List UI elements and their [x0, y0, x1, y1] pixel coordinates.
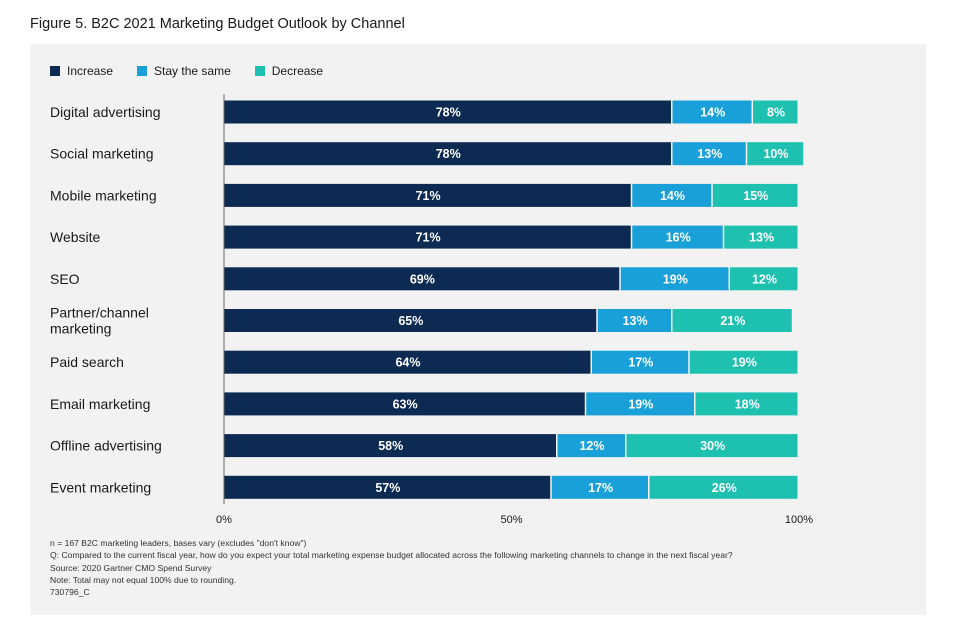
category-label-partner-channel-marketing: Partner/channel marketing [50, 305, 149, 337]
category-label-paid-search: Paid search [50, 354, 124, 370]
note-code: 730796_C [50, 587, 90, 598]
legend-label-stay-the-same: Stay the same [154, 64, 231, 78]
bar-social-marketing-increase [224, 142, 671, 166]
legend-item-decrease: Decrease [254, 64, 324, 78]
bar-mobile-marketing-increase [224, 183, 631, 207]
x-tick-label-0: 0% [216, 514, 232, 526]
stacked-bar-chart: 78% 14% 8% Digital advertising 78% 13% 10% Soci… [50, 94, 813, 526]
bar-label-seo-stay-the-same: 19% [663, 272, 688, 286]
category-label-website: Website [50, 229, 101, 245]
chart-legend: Increase Stay the same Decrease [50, 64, 323, 78]
chart-panel: 78% 14% 8% Digital advertising 78% 13% 10% Soci… [30, 44, 926, 615]
x-tick-label-50: 50% [500, 514, 522, 526]
bar-label-email-marketing-increase: 63% [393, 397, 418, 411]
bar-partner-channel-marketing-stay-the-same [597, 309, 671, 332]
bar-event-marketing-stay-the-same [551, 475, 648, 499]
category-label-mobile-marketing: Mobile marketing [50, 187, 157, 203]
bar-email-marketing-increase [224, 392, 585, 416]
figure-title: Figure 5. B2C 2021 Marketing Budget Outl… [30, 16, 405, 32]
bar-label-event-marketing-stay-the-same: 17% [588, 481, 613, 495]
legend-swatch-stay-the-same [137, 66, 148, 76]
bar-label-offline-advertising-increase: 58% [378, 439, 403, 453]
bar-label-offline-advertising-stay-the-same: 12% [579, 439, 604, 453]
note-question: Q: Compared to the current fiscal year, … [50, 550, 733, 561]
x-tick-label-100: 100% [785, 514, 813, 526]
note-rounding: Note: Total may not equal 100% due to ro… [50, 574, 237, 585]
category-label-event-marketing: Event marketing [50, 479, 151, 495]
legend-item-increase: Increase [50, 64, 113, 78]
bar-label-partner-channel-marketing-increase: 65% [398, 314, 423, 328]
category-label-email-marketing: Email marketing [50, 396, 150, 412]
bar-label-partner-channel-marketing-stay-the-same: 13% [623, 314, 648, 328]
bar-mobile-marketing-stay-the-same [632, 183, 712, 207]
category-label-digital-advertising: Digital advertising [50, 104, 161, 120]
bar-label-offline-advertising-decrease: 30% [700, 439, 725, 453]
bar-label-partner-channel-marketing-decrease: 21% [720, 314, 745, 328]
bar-label-mobile-marketing-stay-the-same: 14% [660, 189, 685, 203]
bar-label-mobile-marketing-increase: 71% [416, 189, 441, 203]
bar-label-seo-increase: 69% [410, 272, 435, 286]
bar-social-marketing-stay-the-same [672, 142, 746, 166]
bar-label-seo-decrease: 12% [752, 272, 777, 286]
note-sample-size: n = 167 B2C marketing leaders, bases var… [50, 538, 307, 548]
bar-label-digital-advertising-stay-the-same: 14% [700, 106, 725, 120]
bar-mobile-marketing-decrease [712, 183, 798, 207]
bar-paid-search-decrease [689, 350, 798, 374]
bar-paid-search-stay-the-same [592, 350, 689, 374]
bar-email-marketing-decrease [695, 392, 798, 416]
bar-label-email-marketing-decrease: 18% [735, 397, 760, 411]
bar-offline-advertising-decrease [626, 434, 798, 458]
bar-label-paid-search-stay-the-same: 17% [628, 356, 653, 370]
bar-digital-advertising-stay-the-same [672, 100, 752, 124]
bar-social-marketing-decrease [747, 142, 804, 166]
bar-partner-channel-marketing-increase [224, 309, 597, 332]
bar-seo-decrease [730, 267, 798, 291]
bar-seo-stay-the-same [620, 267, 729, 291]
bar-label-social-marketing-decrease: 10% [763, 147, 788, 161]
chart-notes: n = 167 B2C marketing leaders, bases var… [50, 537, 733, 598]
category-label-social-marketing: Social marketing [50, 146, 154, 162]
bar-label-email-marketing-stay-the-same: 19% [628, 397, 653, 411]
bar-label-event-marketing-decrease: 26% [712, 481, 737, 495]
bar-label-social-marketing-stay-the-same: 13% [697, 147, 722, 161]
bar-event-marketing-increase [224, 475, 551, 499]
bar-label-social-marketing-increase: 78% [436, 147, 461, 161]
note-source: Source: 2020 Gartner CMO Spend Survey [50, 562, 212, 573]
legend-label-decrease: Decrease [271, 64, 324, 78]
legend-swatch-increase [50, 66, 60, 76]
bar-label-website-increase: 71% [416, 231, 441, 245]
bar-label-website-stay-the-same: 16% [666, 231, 691, 245]
bar-seo-increase [224, 267, 620, 291]
bar-label-mobile-marketing-decrease: 15% [743, 189, 768, 203]
category-label-offline-advertising: Offline advertising [50, 438, 162, 454]
bar-email-marketing-stay-the-same [586, 392, 694, 416]
bar-website-stay-the-same [632, 225, 723, 249]
bar-website-increase [224, 225, 631, 249]
legend-item-stay-the-same: Stay the same [137, 64, 231, 78]
bar-offline-advertising-stay-the-same [557, 434, 625, 458]
bar-offline-advertising-increase [224, 434, 556, 458]
bar-label-website-decrease: 13% [749, 231, 774, 245]
bar-digital-advertising-increase [224, 100, 671, 124]
legend-label-increase: Increase [67, 64, 114, 78]
bar-label-paid-search-decrease: 19% [732, 356, 757, 370]
bar-label-event-marketing-increase: 57% [375, 481, 400, 495]
category-label-seo: SEO [50, 271, 80, 287]
bar-partner-channel-marketing-decrease [672, 309, 792, 332]
legend-swatch-decrease [254, 66, 265, 76]
bar-label-digital-advertising-decrease: 8% [767, 106, 785, 120]
bar-website-decrease [724, 225, 798, 249]
bar-label-digital-advertising-increase: 78% [436, 106, 461, 120]
bar-digital-advertising-decrease [753, 100, 798, 124]
bar-paid-search-increase [224, 350, 591, 374]
bar-label-paid-search-increase: 64% [395, 356, 420, 370]
bar-event-marketing-decrease [649, 475, 798, 499]
